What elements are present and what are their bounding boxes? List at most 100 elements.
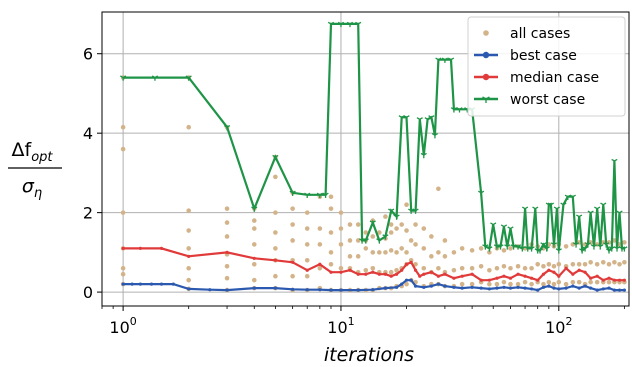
data-point-arm xyxy=(431,115,435,118)
data-point-arm xyxy=(398,115,403,118)
series-worst-case xyxy=(120,21,628,254)
data-point-arm xyxy=(325,192,329,196)
data-point-arm xyxy=(590,210,594,214)
data-point-arm xyxy=(563,202,567,206)
data-point xyxy=(388,248,394,253)
data-point xyxy=(371,288,375,292)
data-point-arm xyxy=(396,214,400,218)
data-point xyxy=(429,284,433,288)
data-point xyxy=(225,250,229,254)
data-point xyxy=(377,250,382,255)
data-point xyxy=(347,222,353,227)
data-point-arm xyxy=(427,117,431,120)
data-point-arm xyxy=(528,246,532,249)
data-point xyxy=(289,190,296,196)
legend-label: worst case xyxy=(510,92,585,108)
data-point-arm xyxy=(611,246,615,249)
data-point-arm xyxy=(444,57,449,61)
data-point xyxy=(273,246,278,251)
data-point xyxy=(363,246,369,251)
data-point xyxy=(516,272,520,276)
data-point-arm xyxy=(372,220,376,224)
data-point xyxy=(507,226,514,232)
plot-frame xyxy=(101,11,630,307)
data-point xyxy=(553,206,561,212)
data-point xyxy=(547,202,555,208)
data-point xyxy=(429,254,434,259)
data-point-arm xyxy=(423,152,427,156)
data-point-arm xyxy=(596,206,601,210)
data-point xyxy=(487,267,492,273)
data-point xyxy=(451,267,457,273)
data-point xyxy=(502,274,506,278)
data-point xyxy=(224,234,230,239)
data-point xyxy=(369,220,376,226)
data-point xyxy=(541,263,546,269)
data-point xyxy=(546,261,552,267)
data-point xyxy=(399,222,404,227)
data-point xyxy=(121,246,125,250)
data-point xyxy=(551,281,557,287)
svg-text:ση: ση xyxy=(22,175,42,201)
data-point xyxy=(469,265,475,271)
legend-item: all cases xyxy=(483,26,570,42)
plot-series xyxy=(120,21,628,293)
data-point xyxy=(422,285,426,289)
data-point-arm xyxy=(519,246,523,249)
data-point-arm xyxy=(337,21,342,25)
data-point xyxy=(347,238,353,243)
data-point xyxy=(482,96,490,103)
data-point xyxy=(447,57,455,63)
data-point-arm xyxy=(490,222,494,226)
data-point-arm xyxy=(482,244,486,247)
data-point xyxy=(616,210,623,216)
data-point xyxy=(328,194,334,200)
data-point xyxy=(617,288,622,292)
data-point xyxy=(571,284,575,288)
x-tick-exponent: 2 xyxy=(565,315,572,328)
data-point-arm xyxy=(524,206,529,210)
data-point xyxy=(328,250,334,255)
data-point-arm xyxy=(553,242,558,245)
data-point xyxy=(442,238,448,243)
data-point xyxy=(487,281,492,287)
data-point xyxy=(501,263,507,269)
data-point-arm xyxy=(365,238,369,242)
data-point-arm xyxy=(608,246,613,249)
data-point xyxy=(502,285,506,289)
data-point xyxy=(543,246,550,252)
data-point xyxy=(541,272,546,276)
data-point xyxy=(607,276,611,280)
data-point xyxy=(603,242,610,248)
data-point xyxy=(251,218,257,223)
data-point xyxy=(621,246,628,252)
data-point-arm xyxy=(122,75,127,79)
data-point xyxy=(272,154,279,161)
data-point xyxy=(251,277,257,283)
data-point xyxy=(377,230,382,235)
data-point xyxy=(389,274,393,278)
series-median-case xyxy=(121,246,626,282)
data-point xyxy=(363,230,369,235)
data-point xyxy=(607,286,611,290)
data-point xyxy=(541,285,546,289)
data-point xyxy=(589,276,593,280)
data-point-arm xyxy=(493,244,498,247)
data-point xyxy=(187,287,191,291)
data-point xyxy=(600,259,606,265)
data-point-arm xyxy=(503,224,508,228)
data-point xyxy=(356,272,360,276)
data-point xyxy=(409,260,413,264)
data-point xyxy=(514,244,522,250)
data-point xyxy=(522,279,528,285)
data-point xyxy=(338,265,344,271)
y-tick-label: 2 xyxy=(83,204,93,223)
data-point xyxy=(572,242,580,248)
data-point-arm xyxy=(587,210,591,214)
data-point-arm xyxy=(306,192,311,196)
data-point xyxy=(617,278,622,282)
data-point xyxy=(594,279,600,285)
data-point xyxy=(479,278,483,282)
data-point xyxy=(130,282,134,286)
data-point-arm xyxy=(304,192,308,196)
